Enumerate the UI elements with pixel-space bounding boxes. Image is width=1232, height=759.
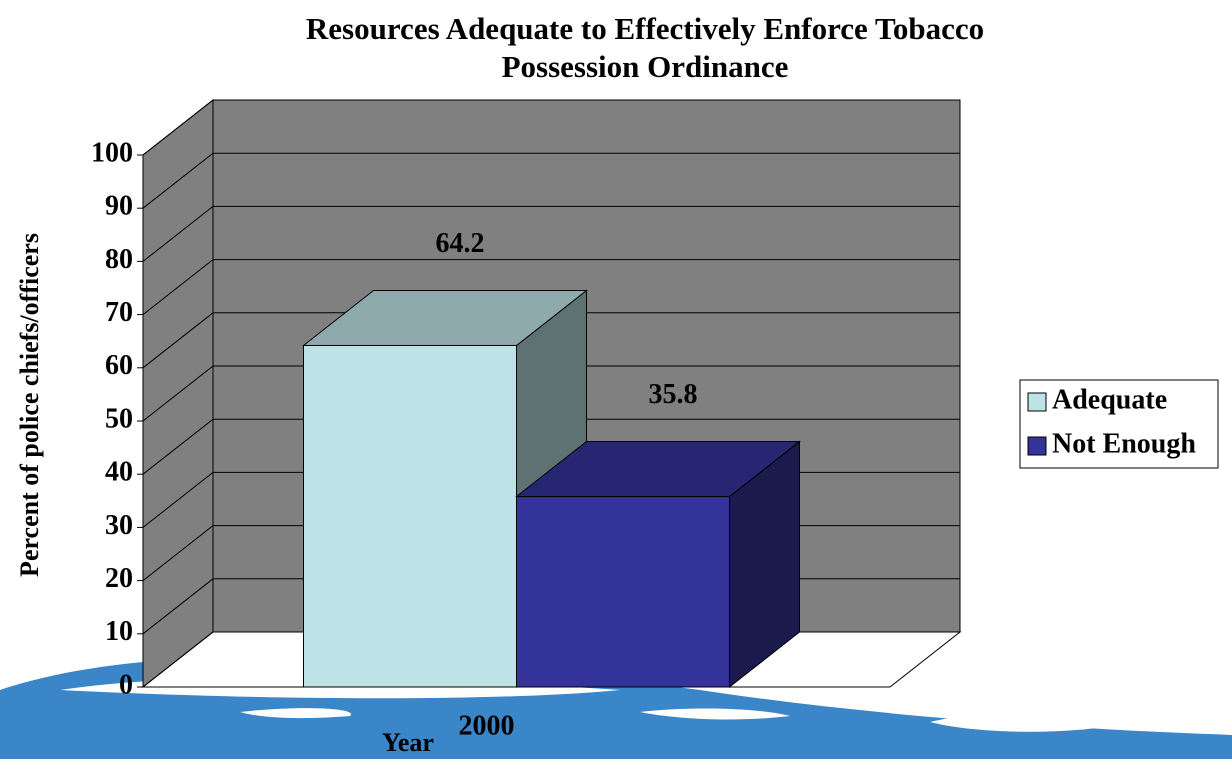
data-label: 35.8 — [649, 379, 698, 410]
y-tick-label: 20 — [105, 563, 133, 594]
grid-line — [142, 99, 960, 156]
grid-line — [142, 365, 960, 422]
y-tick-label: 100 — [91, 137, 133, 168]
grid-line — [142, 312, 960, 369]
x-tick-label: 2000 — [459, 710, 515, 741]
grid-line — [142, 205, 960, 262]
legend-swatch — [1027, 436, 1047, 456]
legend-label: Not Enough — [1052, 428, 1196, 459]
y-tick-label: 30 — [105, 510, 133, 541]
legend-box — [1019, 379, 1219, 469]
y-tick-label: 0 — [119, 669, 133, 700]
y-tick-label: 90 — [105, 191, 133, 222]
bar — [515, 440, 801, 689]
y-tick-label: 70 — [105, 297, 133, 328]
y-tick-label: 80 — [105, 244, 133, 275]
legend-label: Adequate — [1052, 384, 1167, 415]
y-tick-label: 10 — [105, 616, 133, 647]
grid-line — [142, 259, 960, 315]
y-axis-label: Percent of police chiefs/officers — [15, 233, 44, 577]
bar-front — [516, 496, 730, 688]
y-tick-label: 60 — [105, 350, 133, 381]
grid-line — [142, 418, 960, 475]
y-tick-label: 40 — [105, 457, 133, 488]
data-label: 64.2 — [436, 228, 485, 259]
wave-highlight — [930, 711, 1130, 732]
legend-swatch — [1027, 392, 1047, 412]
chart-title: Resources Adequate to Effectively Enforc… — [305, 11, 985, 84]
wave-highlight — [640, 708, 790, 720]
bar-front — [303, 344, 517, 688]
y-tick-label: 50 — [105, 403, 133, 434]
plot: 0 10 20 30 40 50 60 70 80 90 100 2000 64.2 35.8 — [91, 98, 962, 741]
grid-line — [142, 152, 960, 209]
x-axis-label: Year — [382, 728, 434, 757]
wave-highlight — [240, 708, 352, 719]
